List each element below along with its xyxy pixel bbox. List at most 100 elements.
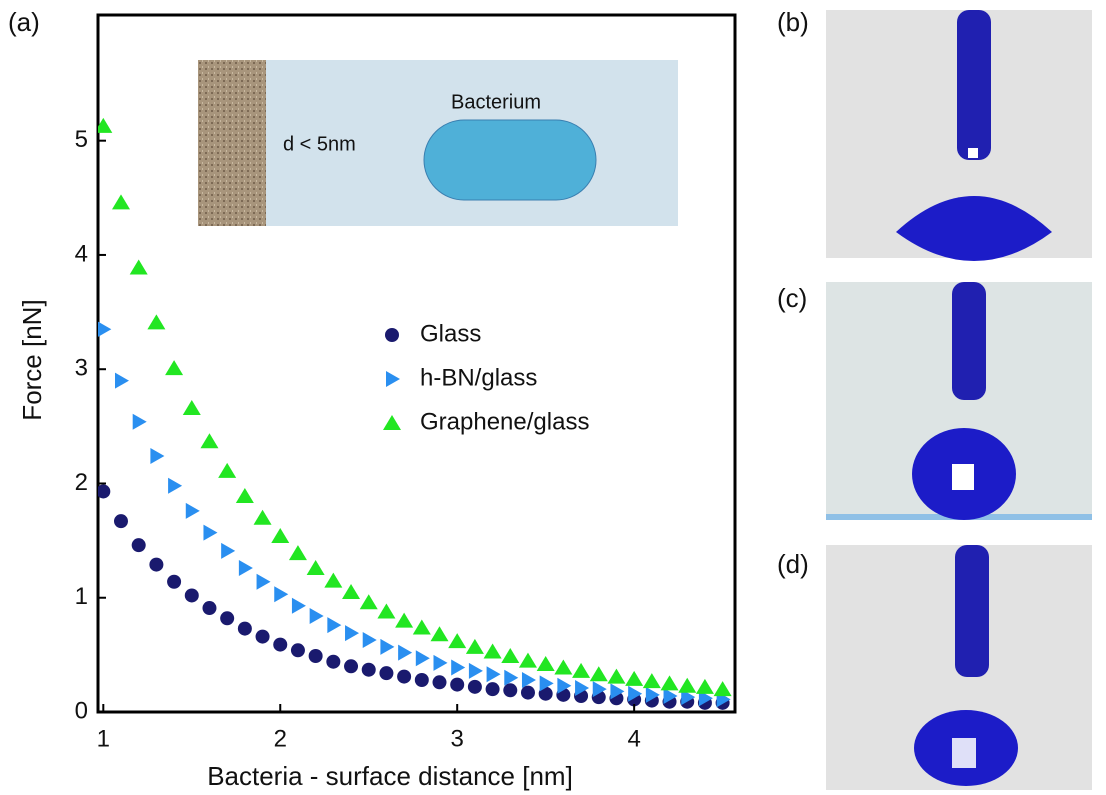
marker: [678, 678, 696, 693]
marker: [239, 560, 253, 576]
photo-d: [826, 545, 1092, 790]
marker: [521, 686, 535, 700]
marker: [466, 639, 484, 654]
marker: [522, 672, 536, 688]
marker: [165, 360, 183, 375]
marker: [484, 643, 502, 658]
panel-label: (d): [777, 549, 809, 579]
needle: [957, 10, 991, 160]
marker: [519, 653, 537, 668]
bacterium: [424, 120, 596, 200]
marker: [433, 675, 447, 689]
marker: [220, 611, 234, 625]
needle: [952, 282, 986, 400]
marker: [486, 682, 500, 696]
marker: [112, 194, 130, 209]
marker: [257, 574, 271, 590]
marker: [273, 638, 287, 652]
marker: [133, 414, 147, 430]
marker: [310, 608, 324, 624]
y-tick-label: 0: [75, 697, 88, 724]
panel-label: (c): [777, 283, 807, 313]
marker: [132, 538, 146, 552]
inset: Bacterium d < 5nm: [198, 60, 678, 226]
surface: [198, 60, 266, 226]
marker: [96, 484, 110, 498]
x-axis-title: Bacteria - surface distance [nm]: [207, 761, 573, 791]
marker: [221, 543, 235, 559]
marker: [238, 622, 252, 636]
marker: [501, 648, 519, 663]
marker: [185, 588, 199, 602]
marker: [625, 671, 643, 686]
y-tick-label: 4: [75, 240, 88, 267]
x-tick-label: 1: [97, 725, 110, 752]
legend-label: h-BN/glass: [420, 364, 537, 391]
legend-marker: [385, 328, 399, 342]
marker: [395, 613, 413, 628]
x-tick-label: 3: [451, 725, 464, 752]
marker: [345, 625, 359, 641]
marker: [380, 639, 394, 655]
marker: [292, 598, 306, 614]
photo-c: [826, 282, 1092, 520]
marker: [537, 656, 555, 671]
marker: [344, 659, 358, 673]
marker: [114, 514, 128, 528]
marker: [468, 680, 482, 694]
photo-b: [826, 10, 1092, 261]
marker: [503, 683, 517, 697]
marker: [97, 321, 111, 337]
marker: [147, 314, 165, 329]
marker: [398, 645, 412, 661]
marker: [309, 649, 323, 663]
marker: [289, 545, 307, 560]
x-tick-label: 4: [627, 725, 640, 752]
legend-marker: [386, 371, 400, 387]
marker: [186, 503, 200, 519]
marker: [590, 666, 608, 681]
marker: [326, 655, 340, 669]
marker: [271, 528, 289, 543]
panel-label: (b): [777, 7, 809, 37]
inset-label: d < 5nm: [283, 133, 356, 155]
reflection: [952, 738, 976, 768]
marker: [714, 681, 732, 696]
marker: [149, 558, 163, 572]
marker: [167, 575, 181, 589]
marker: [168, 478, 182, 494]
marker: [254, 510, 272, 525]
marker: [397, 670, 411, 684]
marker: [554, 659, 572, 674]
panel-label: (a): [8, 7, 40, 37]
marker: [696, 679, 714, 694]
y-tick-label: 2: [75, 469, 88, 496]
marker: [256, 630, 270, 644]
marker: [379, 666, 393, 680]
inset-label: Bacterium: [451, 91, 541, 113]
marker: [130, 260, 148, 275]
marker: [218, 463, 236, 478]
marker: [327, 617, 341, 633]
needle: [955, 545, 989, 677]
marker: [115, 373, 129, 389]
marker: [434, 655, 448, 671]
y-tick-label: 1: [75, 583, 88, 610]
marker: [415, 673, 429, 687]
marker: [150, 448, 164, 464]
marker: [377, 603, 395, 618]
y-tick-label: 3: [75, 355, 88, 382]
marker: [413, 619, 431, 634]
marker: [504, 670, 518, 686]
marker: [291, 643, 305, 657]
marker: [307, 560, 325, 575]
x-tick-label: 2: [274, 725, 287, 752]
marker: [360, 594, 378, 609]
y-tick-label: 5: [75, 126, 88, 153]
marker: [416, 650, 430, 666]
marker: [487, 666, 501, 682]
droplet: [968, 148, 978, 158]
marker: [451, 659, 465, 675]
marker: [183, 400, 201, 415]
legend-label: Glass: [420, 320, 481, 347]
